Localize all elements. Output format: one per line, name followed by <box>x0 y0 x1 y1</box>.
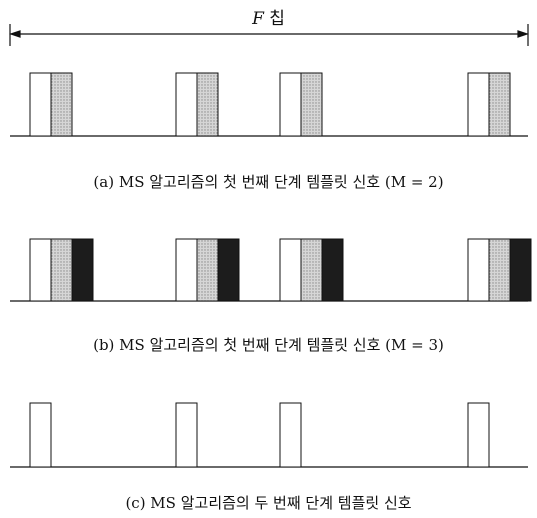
pulse-a-4-gray <box>488 72 511 137</box>
panel-b <box>10 238 532 302</box>
pulse-b-2-gray <box>196 238 219 302</box>
pulse-a-4-white <box>467 72 490 137</box>
pulse-a-1-gray <box>50 72 73 137</box>
pulse-c-1-white <box>29 402 52 468</box>
pulse-c-2-white <box>175 402 198 468</box>
pulse-b-3-white <box>279 238 302 302</box>
frame-length-unit: 칩 <box>269 9 285 29</box>
pulse-b-4-black <box>509 238 532 302</box>
caption-a: (a) MS 알고리즘의 첫 번째 단계 템플릿 신호 (M = 2) <box>93 173 444 191</box>
pulse-a-3-white <box>279 72 302 137</box>
pulse-a-2-gray <box>196 72 219 137</box>
panels-layer <box>10 72 532 468</box>
pulse-b-1-black <box>71 238 94 302</box>
frame-arrowhead-right <box>517 30 529 38</box>
panel-c <box>10 402 528 468</box>
pulse-c-3-white <box>279 402 302 468</box>
frame-arrowhead-left <box>9 30 21 38</box>
pulse-b-3-gray <box>300 238 323 302</box>
pulse-a-3-gray <box>300 72 323 137</box>
pulse-b-4-gray <box>488 238 511 302</box>
panel-a <box>10 72 528 137</box>
frame-span-arrow <box>9 24 529 46</box>
pulse-b-1-white <box>29 238 52 302</box>
pulse-a-1-white <box>29 72 52 137</box>
caption-b: (b) MS 알고리즘의 첫 번째 단계 템플릿 신호 (M = 3) <box>93 336 444 354</box>
caption-c: (c) MS 알고리즘의 두 번째 단계 템플릿 신호 <box>125 494 412 512</box>
pulse-b-2-white <box>175 238 198 302</box>
frame-length-label: F 칩 <box>0 4 537 29</box>
pulse-b-3-black <box>321 238 344 302</box>
pulse-a-2-white <box>175 72 198 137</box>
frame-length-variable: F <box>252 9 264 29</box>
pulse-b-4-white <box>467 238 490 302</box>
pulse-b-2-black <box>217 238 240 302</box>
pulse-b-1-gray <box>50 238 73 302</box>
pulse-c-4-white <box>467 402 490 468</box>
